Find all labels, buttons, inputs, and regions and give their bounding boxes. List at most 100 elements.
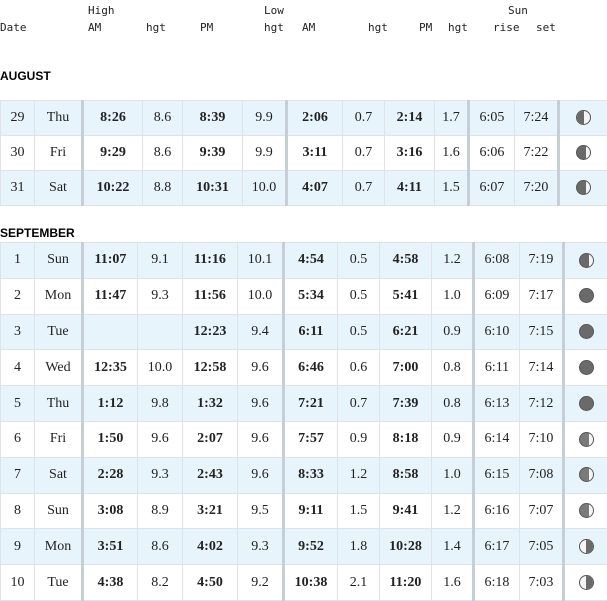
low-am-time-cell: 6:11: [284, 314, 338, 350]
header-low-pm: PM: [419, 22, 432, 34]
high-am-height-cell: 8.6: [138, 529, 183, 565]
low-pm-time-cell: 9:41: [380, 493, 432, 529]
high-pm-height-cell: 10.1: [238, 243, 284, 279]
high-am-height-cell: 9.3: [138, 278, 183, 314]
low-pm-height-cell: 1.6: [432, 565, 474, 601]
high-am-height-cell: 9.6: [138, 421, 183, 457]
moon-phase-cell: [564, 457, 607, 493]
low-am-height-cell: 0.7: [343, 136, 385, 171]
low-am-time-cell: 5:34: [284, 278, 338, 314]
low-am-time-cell: 4:07: [287, 171, 343, 206]
high-am-height-cell: 9.1: [138, 243, 183, 279]
high-am-time-cell: 9:29: [83, 136, 143, 171]
moon-phase-cell: [564, 493, 607, 529]
low-pm-height-cell: 1.2: [432, 493, 474, 529]
low-am-height-cell: 1.5: [338, 493, 380, 529]
moon-phase-icon: [579, 360, 594, 375]
sunset-cell: 7:05: [520, 529, 564, 565]
header-high-pm-hgt: hgt: [264, 22, 284, 34]
header-low-am: AM: [302, 22, 315, 34]
day-cell: 4: [1, 350, 35, 386]
low-am-height-cell: 0.7: [338, 386, 380, 422]
low-am-time-cell: 4:54: [284, 243, 338, 279]
low-pm-time-cell: 3:16: [385, 136, 435, 171]
sunset-cell: 7:17: [520, 278, 564, 314]
moon-phase-icon: [579, 324, 594, 339]
weekday-cell: Tue: [35, 314, 83, 350]
high-pm-height-cell: 9.2: [238, 565, 284, 601]
moon-phase-icon: [579, 467, 594, 482]
low-pm-time-cell: 7:00: [380, 350, 432, 386]
high-pm-time-cell: 11:56: [183, 278, 238, 314]
day-cell: 31: [1, 171, 35, 206]
sunrise-cell: 6:16: [474, 493, 520, 529]
low-am-height-cell: 0.7: [343, 101, 385, 136]
high-am-height-cell: 10.0: [138, 350, 183, 386]
high-pm-time-cell: 2:43: [183, 457, 238, 493]
low-pm-time-cell: 6:21: [380, 314, 432, 350]
sunrise-cell: 6:15: [474, 457, 520, 493]
low-am-height-cell: 1.8: [338, 529, 380, 565]
moon-phase-icon: [576, 145, 591, 160]
low-am-height-cell: 0.5: [338, 243, 380, 279]
high-pm-time-cell: 12:58: [183, 350, 238, 386]
header-low-pm-hgt: hgt: [448, 22, 468, 34]
low-pm-height-cell: 0.9: [432, 314, 474, 350]
day-cell: 1: [1, 243, 35, 279]
sunset-cell: 7:24: [515, 101, 559, 136]
weekday-cell: Fri: [35, 421, 83, 457]
sunrise-cell: 6:08: [474, 243, 520, 279]
moon-phase-icon: [579, 288, 594, 303]
sunrise-cell: 6:10: [474, 314, 520, 350]
moon-phase-cell: [564, 278, 607, 314]
sunset-cell: 7:14: [520, 350, 564, 386]
weekday-cell: Sun: [35, 493, 83, 529]
low-pm-height-cell: 1.7: [435, 101, 469, 136]
low-am-time-cell: 2:06: [287, 101, 343, 136]
sunset-cell: 7:15: [520, 314, 564, 350]
low-pm-height-cell: 1.4: [432, 529, 474, 565]
moon-phase-cell: [564, 386, 607, 422]
weekday-cell: Fri: [35, 136, 83, 171]
sunrise-cell: 6:07: [469, 171, 515, 206]
high-pm-height-cell: 9.6: [238, 421, 284, 457]
low-am-time-cell: 7:21: [284, 386, 338, 422]
low-pm-time-cell: 4:58: [380, 243, 432, 279]
low-am-time-cell: 10:38: [284, 565, 338, 601]
sunrise-cell: 6:13: [474, 386, 520, 422]
month-heading-september: SEPTEMBER: [0, 226, 75, 240]
weekday-cell: Wed: [35, 350, 83, 386]
header-high-am: AM: [88, 22, 101, 34]
low-am-height-cell: 2.1: [338, 565, 380, 601]
sunset-cell: 7:10: [520, 421, 564, 457]
low-am-time-cell: 8:33: [284, 457, 338, 493]
high-pm-height-cell: 10.0: [243, 171, 287, 206]
low-pm-height-cell: 0.8: [432, 386, 474, 422]
high-am-time-cell: 2:28: [83, 457, 138, 493]
moon-phase-icon: [579, 575, 594, 590]
low-am-height-cell: 0.6: [338, 350, 380, 386]
low-am-height-cell: 0.9: [338, 421, 380, 457]
low-am-height-cell: 0.5: [338, 314, 380, 350]
weekday-cell: Mon: [35, 278, 83, 314]
moon-phase-cell: [559, 171, 607, 206]
sunset-cell: 7:12: [520, 386, 564, 422]
low-am-time-cell: 7:57: [284, 421, 338, 457]
low-am-time-cell: 9:52: [284, 529, 338, 565]
day-cell: 8: [1, 493, 35, 529]
high-am-time-cell: 11:07: [83, 243, 138, 279]
high-am-height-cell: 8.2: [138, 565, 183, 601]
day-cell: 2: [1, 278, 35, 314]
day-cell: 10: [1, 565, 35, 601]
high-am-time-cell: 4:38: [83, 565, 138, 601]
low-am-height-cell: 1.2: [338, 457, 380, 493]
sunset-cell: 7:19: [520, 243, 564, 279]
high-am-height-cell: 9.3: [138, 457, 183, 493]
high-am-time-cell: 3:08: [83, 493, 138, 529]
